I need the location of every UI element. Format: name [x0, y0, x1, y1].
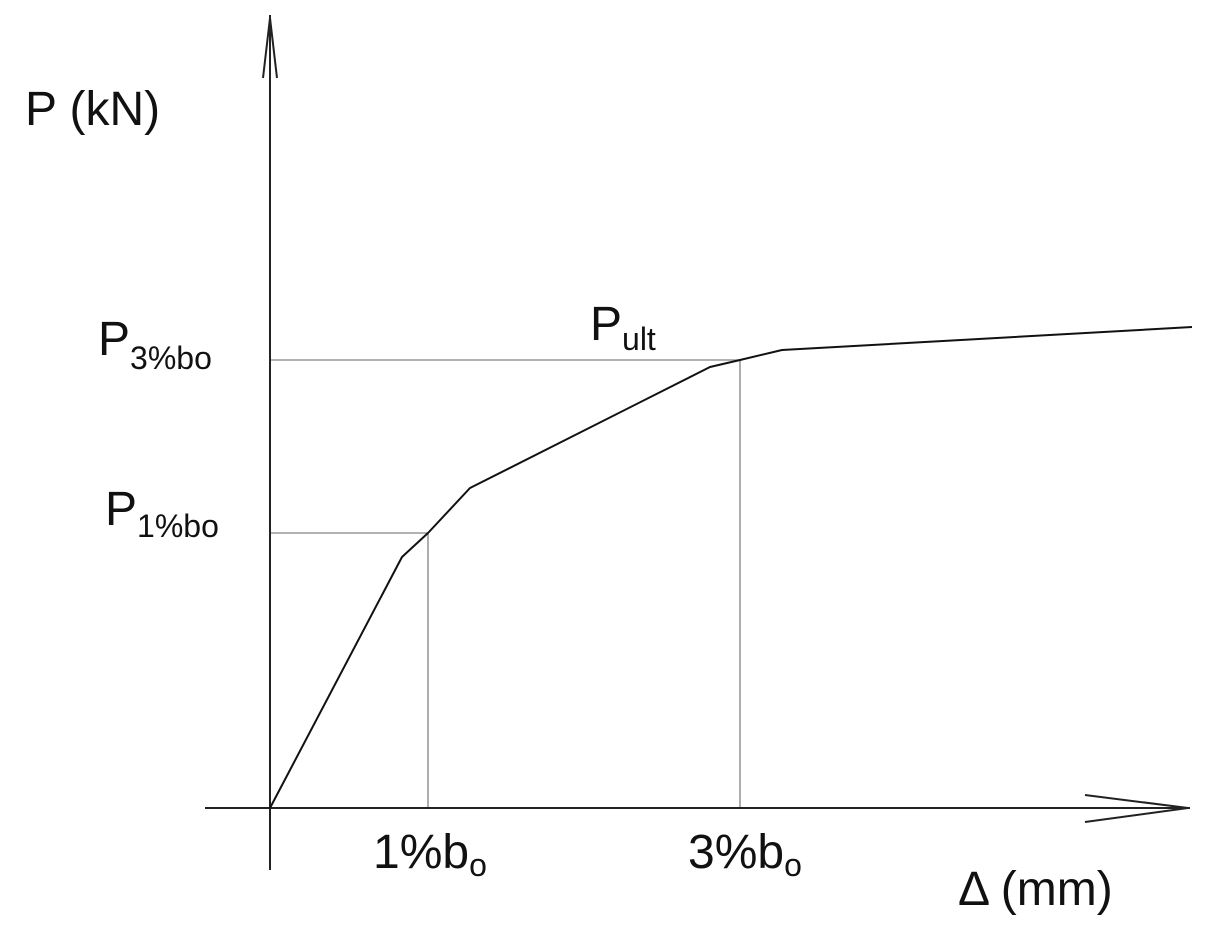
pult-sub: ult — [622, 321, 656, 357]
x3-label: 3%bo — [688, 826, 802, 883]
pult-label: Pult — [590, 298, 656, 357]
x-arrow — [1084, 794, 1189, 823]
x3-sub: o — [784, 847, 802, 883]
x3-main: 3%b — [688, 826, 784, 879]
p1-main: P — [105, 483, 137, 536]
load-curve — [269, 326, 1193, 809]
p1-label: P1%bo — [105, 483, 219, 544]
y-axis-label: P (kN) — [25, 83, 160, 136]
pult-main: P — [590, 298, 622, 351]
p3-sub: 3%bo — [130, 340, 212, 376]
x1-sub: o — [469, 847, 487, 883]
y-arrow — [262, 17, 278, 79]
x-axis-label: Δ (mm) — [958, 863, 1113, 916]
p1-sub: 1%bo — [137, 508, 219, 544]
p3-main: P — [98, 313, 130, 366]
p3-label: P3%bo — [98, 313, 212, 376]
x1-label: 1%bo — [373, 826, 487, 883]
x1-main: 1%b — [373, 826, 469, 879]
